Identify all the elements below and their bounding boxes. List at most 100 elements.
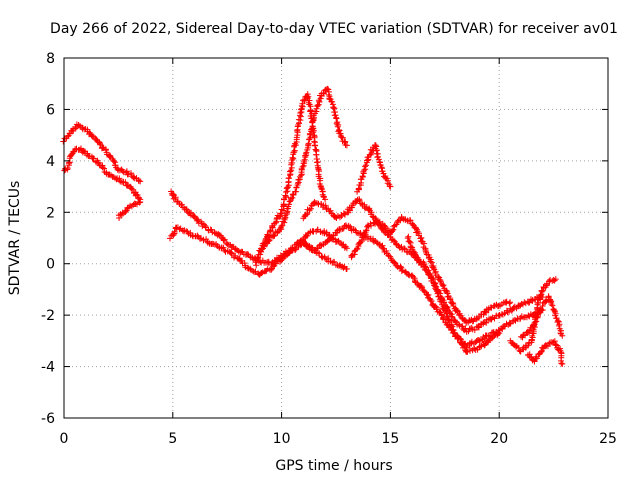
- data-point: [307, 205, 314, 212]
- data-point: [291, 149, 298, 155]
- data-point: [95, 159, 102, 166]
- data-point: [258, 270, 265, 276]
- data-point: [401, 245, 408, 252]
- x-tick-label: 5: [168, 431, 177, 447]
- data-point: [432, 303, 439, 310]
- data-point: [285, 175, 292, 181]
- data-point: [544, 281, 550, 288]
- data-point: [494, 331, 501, 338]
- data-point: [272, 219, 279, 226]
- data-point: [558, 360, 565, 367]
- data-point: [343, 265, 350, 272]
- data-point: [281, 215, 288, 222]
- data-point: [416, 258, 423, 265]
- data-point: [343, 142, 350, 149]
- data-point: [314, 102, 321, 109]
- data-point: [551, 338, 558, 345]
- y-tick-label: 4: [46, 154, 55, 170]
- data-point: [391, 259, 398, 266]
- data-point: [111, 158, 117, 165]
- data-point: [552, 276, 559, 283]
- data-point: [476, 337, 483, 344]
- data-point: [258, 246, 265, 253]
- data-point: [453, 332, 460, 339]
- data-point: [363, 162, 369, 169]
- data-point: [130, 174, 137, 181]
- series-track-12: [404, 233, 503, 355]
- data-point: [253, 262, 260, 269]
- series-track-8: [300, 196, 546, 335]
- data-point: [353, 246, 360, 253]
- data-point: [265, 232, 272, 239]
- data-point: [311, 138, 318, 145]
- data-point: [178, 201, 185, 208]
- data-point: [496, 330, 503, 337]
- data-point: [289, 154, 296, 161]
- data-point: [278, 223, 285, 230]
- series-track-1: [60, 121, 144, 185]
- data-point: [334, 123, 341, 130]
- data-point: [134, 192, 141, 198]
- data-point: [387, 183, 394, 190]
- chart-title: Day 266 of 2022, Sidereal Day-to-day VTE…: [50, 21, 618, 37]
- data-point: [427, 296, 434, 303]
- data-point: [362, 163, 368, 170]
- series-track-14: [507, 276, 559, 355]
- data-point: [129, 186, 136, 193]
- data-point: [286, 201, 292, 208]
- data-point: [506, 319, 513, 326]
- data-point: [268, 266, 275, 273]
- data-point: [370, 238, 377, 245]
- data-point: [374, 153, 381, 160]
- data-point: [297, 110, 304, 116]
- data-point: [356, 197, 363, 204]
- data-point: [444, 293, 451, 300]
- data-point: [183, 206, 189, 212]
- data-point: [60, 138, 67, 145]
- x-tick-label: 25: [599, 431, 617, 447]
- data-point: [123, 168, 130, 175]
- data-point: [361, 167, 368, 174]
- data-point: [471, 327, 478, 333]
- data-point: [467, 347, 473, 354]
- data-point: [113, 176, 120, 183]
- data-points: [60, 85, 566, 367]
- series-track-7: [252, 91, 329, 269]
- data-point: [332, 112, 339, 119]
- data-point: [331, 258, 338, 265]
- data-point: [200, 237, 207, 244]
- data-point: [116, 175, 123, 182]
- data-point: [534, 355, 540, 362]
- data-point: [176, 226, 183, 233]
- y-tick-label: 2: [46, 205, 55, 221]
- data-point: [389, 227, 396, 234]
- data-point: [310, 129, 317, 136]
- y-tick-label: -6: [41, 411, 55, 427]
- data-point: [404, 235, 411, 242]
- data-point: [363, 227, 370, 234]
- data-point: [171, 228, 178, 235]
- data-point: [537, 292, 544, 299]
- data-point: [450, 327, 457, 334]
- data-point: [539, 303, 546, 309]
- data-point: [374, 220, 381, 226]
- data-point: [559, 332, 566, 339]
- data-point: [390, 226, 397, 233]
- data-point: [244, 264, 251, 271]
- data-point: [555, 322, 562, 329]
- data-point: [128, 185, 135, 192]
- data-point: [340, 264, 347, 271]
- data-point: [420, 287, 427, 294]
- data-point: [443, 287, 450, 294]
- data-point: [221, 236, 228, 243]
- data-point: [559, 361, 566, 367]
- x-tick-label: 10: [273, 431, 291, 447]
- series-track-10: [354, 142, 394, 195]
- data-point: [430, 279, 437, 286]
- data-point: [431, 282, 438, 289]
- series-track-15: [525, 338, 566, 367]
- data-point: [421, 288, 428, 295]
- data-point: [282, 192, 289, 199]
